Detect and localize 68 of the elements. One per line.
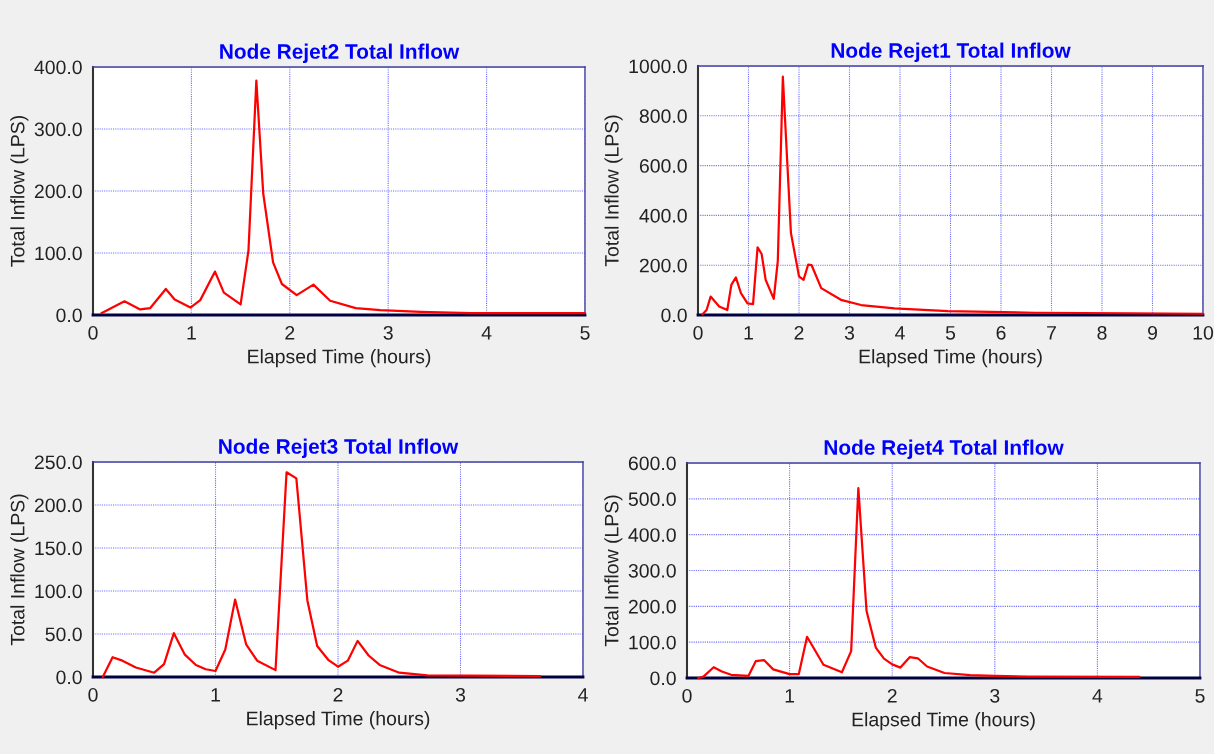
y-axis-title: Total Inflow (LPS) xyxy=(10,494,29,646)
x-tick-label: 0 xyxy=(88,325,98,340)
y-tick-label: 0.0 xyxy=(661,308,687,323)
x-tick-label: 7 xyxy=(1047,326,1056,340)
y-tick-label: 50.0 xyxy=(45,627,82,642)
y-tick-label: 300.0 xyxy=(628,563,676,578)
y-tick-label: 0.0 xyxy=(56,308,82,323)
x-tick-label: 5 xyxy=(945,326,956,340)
x-tick-label: 4 xyxy=(895,326,905,340)
x-tick-label: 6 xyxy=(996,325,1006,340)
y-tick-label: 200.0 xyxy=(639,258,687,273)
x-tick-label: 2 xyxy=(285,325,295,340)
y-tick-label: 150.0 xyxy=(35,541,82,556)
x-tick-label: 4 xyxy=(481,326,492,340)
x-tick-label: 3 xyxy=(990,688,1000,703)
x-tick-label: 1 xyxy=(744,326,753,340)
y-tick-label: 600.0 xyxy=(639,159,687,173)
line-series xyxy=(100,79,587,315)
chart-title: Node Rejet2 Total Inflow xyxy=(220,43,460,63)
y-tick-label: 100.0 xyxy=(35,246,82,261)
y-tick-label: 800.0 xyxy=(639,109,687,124)
x-axis-title: Elapsed Time (hours) xyxy=(852,712,1035,731)
x-tick-label: 9 xyxy=(1148,325,1157,340)
x-tick-label: 2 xyxy=(794,325,804,340)
x-tick-label: 10 xyxy=(1193,325,1214,340)
y-tick-label: 100.0 xyxy=(35,584,82,599)
x-tick-label: 3 xyxy=(455,687,466,702)
x-tick-label: 5 xyxy=(1195,689,1205,703)
y-axis-title: Total Inflow (LPS) xyxy=(10,116,29,267)
y-tick-label: 300.0 xyxy=(34,122,82,137)
x-tick-label: 5 xyxy=(580,326,590,340)
y-tick-label: 400.0 xyxy=(628,528,676,542)
x-tick-label: 0 xyxy=(682,688,692,703)
y-tick-label: 0.0 xyxy=(650,671,676,686)
x-tick-label: 0 xyxy=(693,325,703,340)
line-series xyxy=(697,486,1141,680)
y-tick-label: 250.0 xyxy=(34,455,82,470)
y-tick-label: 400.0 xyxy=(34,60,82,75)
y-tick-label: 600.0 xyxy=(628,456,676,471)
y-axis-title: Total Inflow (LPS) xyxy=(604,115,623,267)
chart-title: Node Rejet4 Total Inflow xyxy=(824,439,1064,459)
line-series xyxy=(701,75,1205,316)
x-tick-label: 1 xyxy=(211,688,220,702)
x-tick-label: 8 xyxy=(1097,325,1107,340)
y-tick-label: 200.0 xyxy=(34,498,82,513)
x-tick-label: 0 xyxy=(88,687,98,702)
y-tick-label: 1000.0 xyxy=(629,59,687,74)
x-tick-label: 2 xyxy=(333,687,343,702)
chart-title: Node Rejet1 Total Inflow xyxy=(831,42,1071,62)
x-tick-label: 3 xyxy=(844,325,855,340)
x-axis-title: Elapsed Time (hours) xyxy=(248,349,431,368)
x-tick-label: 1 xyxy=(785,689,795,703)
chart-title: Node Rejet3 Total Inflow xyxy=(219,438,459,458)
y-tick-label: 500.0 xyxy=(628,492,676,507)
x-axis-title: Elapsed Time (hours) xyxy=(859,349,1042,368)
y-tick-label: 0.0 xyxy=(56,670,82,685)
x-axis-title: Elapsed Time (hours) xyxy=(247,711,430,730)
x-tick-label: 4 xyxy=(578,688,588,702)
y-tick-label: 200.0 xyxy=(34,184,82,199)
x-tick-label: 1 xyxy=(187,326,196,340)
y-axis-title: Total Inflow (LPS) xyxy=(604,495,623,647)
line-series xyxy=(101,471,542,679)
y-tick-label: 100.0 xyxy=(629,635,676,650)
x-tick-label: 4 xyxy=(1092,689,1103,703)
x-tick-label: 2 xyxy=(887,688,897,703)
y-tick-label: 400.0 xyxy=(639,208,687,223)
y-tick-label: 200.0 xyxy=(628,599,676,614)
x-tick-label: 3 xyxy=(383,325,393,340)
